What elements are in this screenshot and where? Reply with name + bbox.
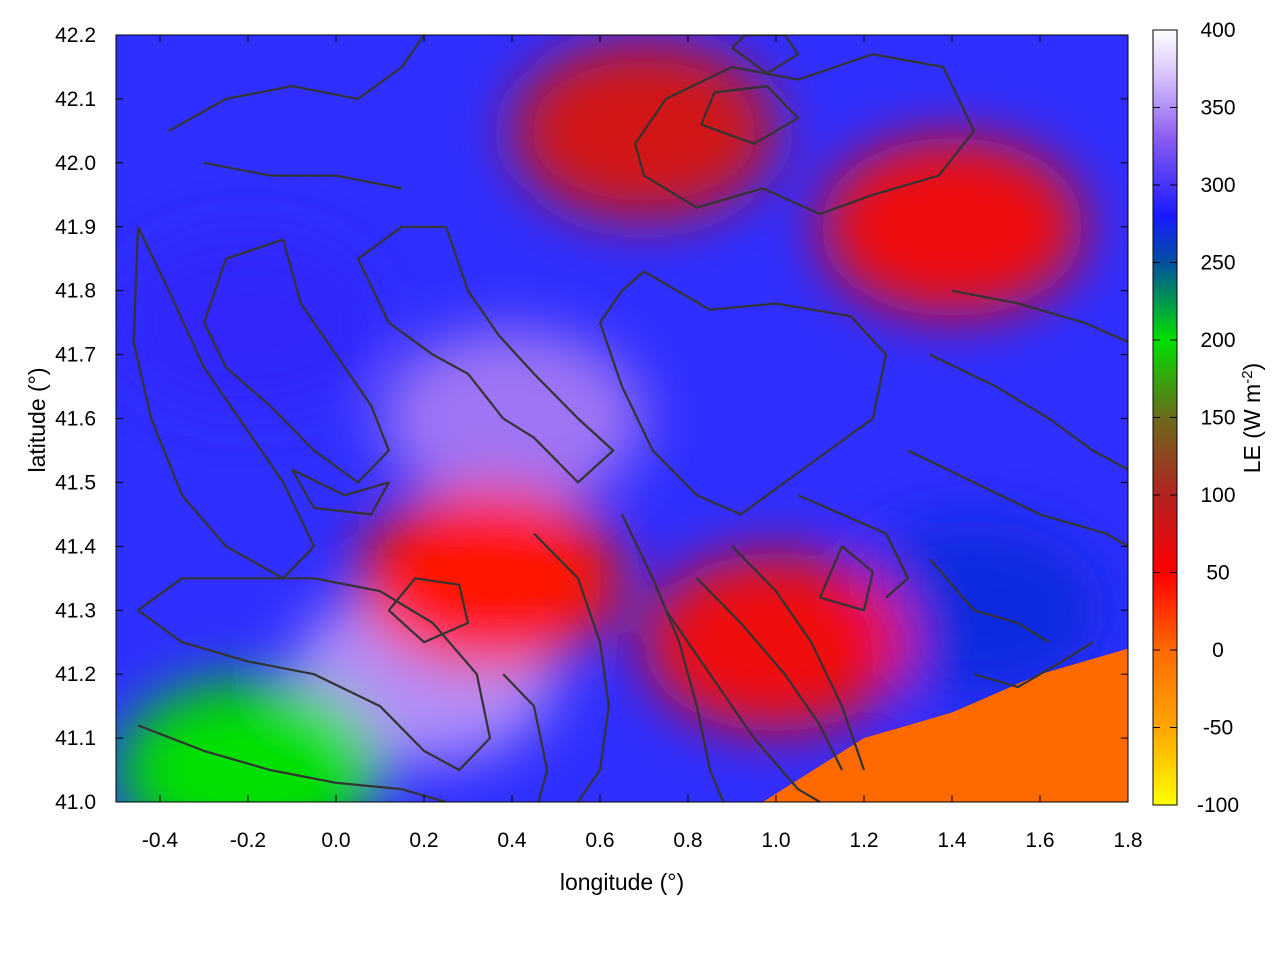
contour-line bbox=[929, 353, 1128, 471]
contour-line bbox=[168, 35, 425, 132]
colorbar-tick-label: 400 bbox=[1200, 19, 1235, 42]
x-tick-label: 0.0 bbox=[321, 829, 350, 852]
colorbar-label-sup: -2 bbox=[1239, 370, 1256, 383]
contour-line bbox=[731, 35, 800, 75]
contour-line bbox=[387, 577, 470, 644]
heatmap-region-river-fringe bbox=[358, 488, 622, 668]
y-tick-label: 42.1 bbox=[55, 88, 96, 111]
heatmap-region-northeast-mountains bbox=[820, 137, 1084, 317]
heatmap-blobs bbox=[116, 41, 1106, 802]
colorbar-label: LE (W m-2) bbox=[1239, 363, 1265, 473]
sea-region bbox=[762, 648, 1128, 802]
colorbar-label-main: LE (W m bbox=[1239, 384, 1265, 473]
heatmap-region-sea bbox=[762, 648, 1128, 802]
plot-area bbox=[115, 34, 1129, 803]
contour-line bbox=[818, 545, 874, 612]
colorbar-tick-label: -50 bbox=[1203, 717, 1233, 740]
contour-line bbox=[533, 532, 610, 802]
contour-line bbox=[202, 238, 390, 484]
heatmap-region-southwest-green bbox=[116, 680, 380, 802]
x-tick-label: 1.8 bbox=[1113, 829, 1142, 852]
x-tick-label: 1.0 bbox=[761, 829, 790, 852]
y-axis-label: latitude (°) bbox=[24, 367, 50, 472]
y-tick-label: 41.7 bbox=[55, 344, 96, 367]
heatmap-region-southeast-mountains bbox=[644, 552, 908, 732]
colorbar: -100 -50 0 50 100 150 200 250 300 350 400 LE (W m-… bbox=[1152, 19, 1265, 817]
colorbar-tick-label: 300 bbox=[1200, 174, 1235, 197]
x-axis: -0.4 -0.2 0.0 0.2 0.4 0.6 0.8 1.0 1.2 1.4 1.6 1.8 bbox=[142, 35, 1143, 852]
contour-line bbox=[137, 724, 447, 802]
colorbar-tick-label: 200 bbox=[1200, 329, 1235, 352]
colorbar-tick-label: 250 bbox=[1200, 252, 1235, 275]
x-tick-label: 1.6 bbox=[1025, 829, 1054, 852]
colorbar-tick-label: 150 bbox=[1200, 407, 1235, 430]
x-tick-label: 0.2 bbox=[409, 829, 438, 852]
x-tick-label: 1.4 bbox=[937, 829, 967, 852]
contour-line bbox=[356, 225, 615, 484]
colorbar-ticks: -100 -50 0 50 100 150 200 250 300 350 400 bbox=[1153, 19, 1239, 817]
contour-line bbox=[132, 226, 316, 580]
y-tick-label: 41.3 bbox=[55, 599, 96, 622]
x-tick-label: 0.6 bbox=[585, 829, 614, 852]
y-tick-label: 41.6 bbox=[55, 408, 96, 431]
contour-line bbox=[621, 513, 725, 802]
y-axis: 41.0 41.1 41.2 41.3 41.4 41.5 41.6 41.7 41.8 41.9… bbox=[55, 24, 1128, 814]
contour-lines bbox=[132, 35, 1128, 802]
y-tick-label: 41.4 bbox=[55, 535, 96, 558]
y-tick-label: 41.5 bbox=[55, 471, 96, 494]
contour-line bbox=[203, 161, 403, 190]
contour-line bbox=[797, 494, 910, 599]
contour-line bbox=[598, 270, 888, 516]
contour-line bbox=[137, 577, 492, 772]
colorbar-tick-label: 350 bbox=[1200, 97, 1235, 120]
heatmap-regions bbox=[116, 41, 1106, 802]
contour-line bbox=[951, 289, 1128, 343]
contour-line bbox=[665, 609, 821, 802]
y-tick-label: 41.2 bbox=[55, 663, 96, 686]
colorbar-tick-label: 0 bbox=[1212, 639, 1224, 662]
colorbar-tick-label: 100 bbox=[1200, 484, 1235, 507]
y-tick-label: 41.0 bbox=[55, 791, 96, 814]
x-tick-label: -0.4 bbox=[142, 829, 179, 852]
contour-line bbox=[502, 673, 549, 802]
heatmap-region-central-plain bbox=[380, 329, 644, 508]
x-tick-label: 0.4 bbox=[497, 829, 527, 852]
heatmap-region-western-plain bbox=[116, 233, 380, 413]
y-tick-label: 42.0 bbox=[55, 152, 96, 175]
colorbar-tick-label: -100 bbox=[1197, 794, 1239, 817]
x-tick-label: 1.2 bbox=[849, 829, 878, 852]
y-tick-label: 41.9 bbox=[55, 216, 96, 239]
x-tick-label: 0.8 bbox=[673, 829, 702, 852]
y-tick-label: 41.1 bbox=[55, 727, 96, 750]
colorbar-tick-label: 50 bbox=[1206, 562, 1229, 585]
contour-line bbox=[973, 641, 1094, 689]
contour-line bbox=[929, 558, 1050, 644]
x-tick-label: -0.2 bbox=[230, 829, 266, 852]
contour-line bbox=[696, 577, 843, 771]
x-axis-label: longitude (°) bbox=[560, 869, 684, 895]
contour-line bbox=[907, 449, 1128, 548]
y-tick-label: 41.8 bbox=[55, 280, 96, 303]
contour-line bbox=[291, 468, 390, 516]
colorbar-label-end: ) bbox=[1239, 363, 1265, 371]
contour-line bbox=[634, 53, 976, 216]
contour-line bbox=[700, 84, 800, 145]
y-tick-label: 42.2 bbox=[55, 24, 96, 47]
contour-line bbox=[731, 545, 866, 771]
